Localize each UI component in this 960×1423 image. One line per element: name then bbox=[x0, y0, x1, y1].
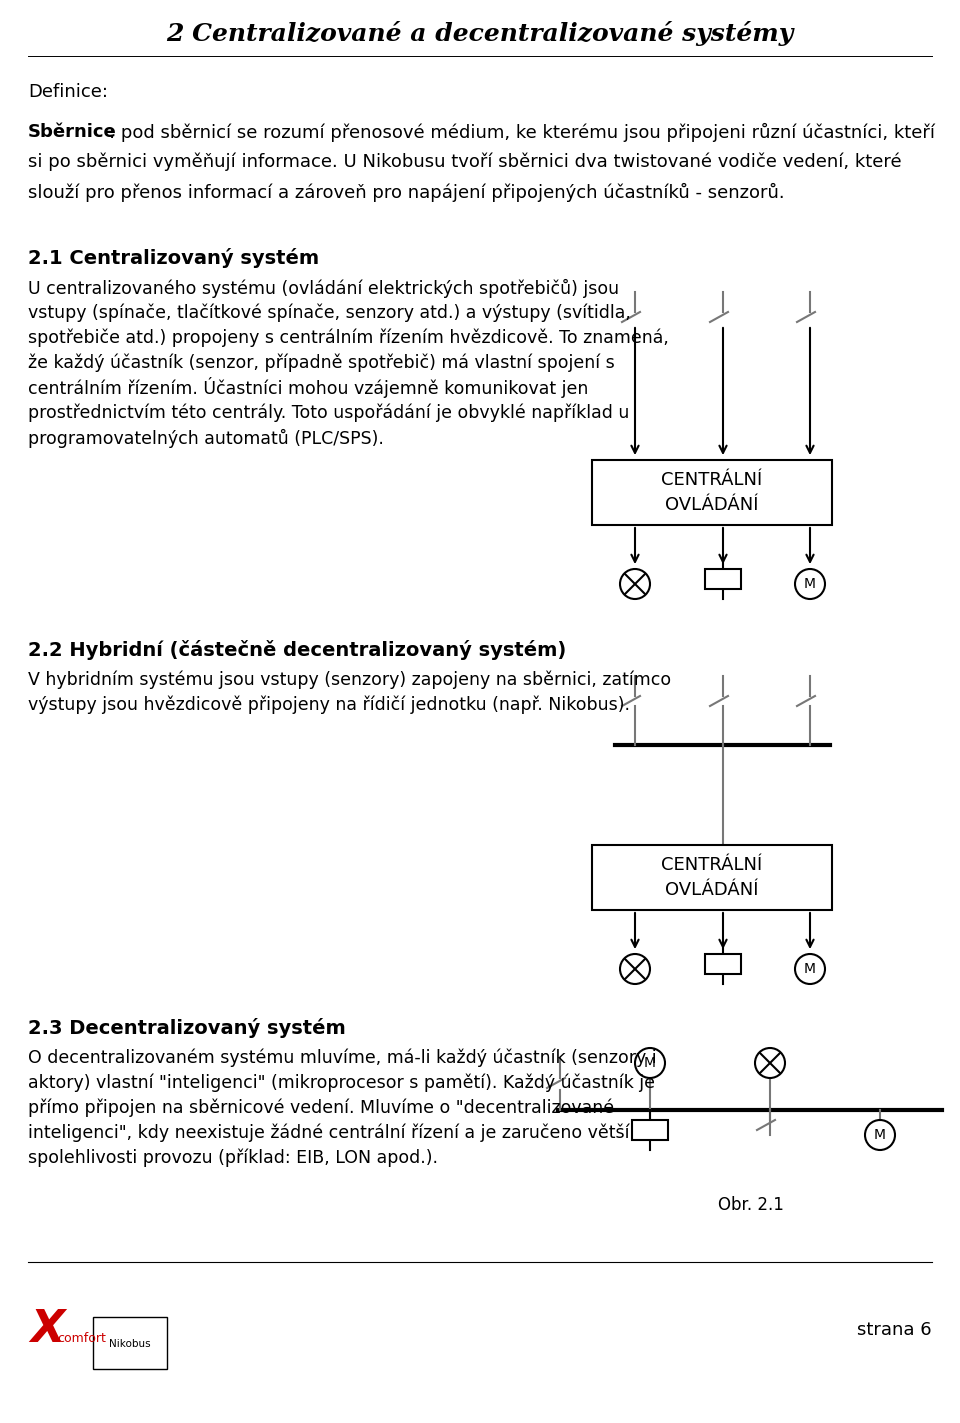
Text: přímo připojen na sběrnicové vedení. Mluvíme o "decentralizované: přímo připojen na sběrnicové vedení. Mlu… bbox=[28, 1099, 614, 1117]
Text: programovatelných automatů (PLC/SPS).: programovatelných automatů (PLC/SPS). bbox=[28, 428, 384, 448]
Text: spolehlivosti provozu (příklad: EIB, LON apod.).: spolehlivosti provozu (příklad: EIB, LON… bbox=[28, 1148, 438, 1167]
Bar bbox=[632, 1120, 668, 1140]
Text: Obr. 2.1: Obr. 2.1 bbox=[718, 1195, 784, 1214]
Text: U centralizovaného systému (ovládání elektrických spotřebičů) jsou: U centralizovaného systému (ovládání ele… bbox=[28, 279, 619, 297]
Text: M: M bbox=[804, 576, 816, 591]
Bar bbox=[705, 569, 741, 589]
Text: si po sběrnici vyměňují informace. U Nikobusu tvoří sběrnici dva twistované vodi: si po sběrnici vyměňují informace. U Nik… bbox=[28, 152, 901, 171]
Text: M: M bbox=[804, 962, 816, 976]
Text: strana 6: strana 6 bbox=[857, 1321, 932, 1339]
Bar bbox=[705, 953, 741, 973]
Text: inteligenci", kdy neexistuje žádné centrální řízení a je zaručeno větší: inteligenci", kdy neexistuje žádné centr… bbox=[28, 1124, 630, 1143]
Text: centrálním řízením. Účastníci mohou vzájemně komunikovat jen: centrálním řízením. Účastníci mohou vzáj… bbox=[28, 377, 588, 398]
Text: V hybridním systému jsou vstupy (senzory) zapojeny na sběrnici, zatímco: V hybridním systému jsou vstupy (senzory… bbox=[28, 670, 671, 689]
Text: M: M bbox=[644, 1056, 656, 1070]
Text: aktory) vlastní "inteligenci" (mikroprocesor s pamětí). Každý účastník je: aktory) vlastní "inteligenci" (mikroproc… bbox=[28, 1074, 655, 1093]
Text: prostřednictvím této centrály. Toto uspořádání je obvyklé například u: prostřednictvím této centrály. Toto uspo… bbox=[28, 404, 630, 423]
Text: vstupy (spínače, tlačítkové spínače, senzory atd.) a výstupy (svítidla,: vstupy (spínače, tlačítkové spínače, sen… bbox=[28, 303, 631, 322]
Text: Nikobus: Nikobus bbox=[109, 1339, 151, 1349]
Text: 2.1 Centralizovaný systém: 2.1 Centralizovaný systém bbox=[28, 248, 319, 268]
Text: CENTRÁLNÍ
OVLÁDÁNÍ: CENTRÁLNÍ OVLÁDÁNÍ bbox=[661, 471, 762, 514]
Text: : pod sběrnicí se rozumí přenosové médium, ke kterému jsou připojeni různí účast: : pod sběrnicí se rozumí přenosové médiu… bbox=[109, 122, 935, 141]
Text: CENTRÁLNÍ
OVLÁDÁNÍ: CENTRÁLNÍ OVLÁDÁNÍ bbox=[661, 857, 762, 899]
Text: 2.2 Hybridní (částečně decentralizovaný systém): 2.2 Hybridní (částečně decentralizovaný … bbox=[28, 640, 566, 660]
Text: O decentralizovaném systému mluvíme, má-li každý účastník (senzory i: O decentralizovaném systému mluvíme, má-… bbox=[28, 1049, 657, 1067]
Text: výstupy jsou hvězdicově připojeny na řídičí jednotku (např. Nikobus).: výstupy jsou hvězdicově připojeny na říd… bbox=[28, 696, 630, 714]
Text: M: M bbox=[874, 1128, 886, 1143]
FancyBboxPatch shape bbox=[592, 845, 832, 909]
Text: X: X bbox=[30, 1309, 64, 1352]
Text: Sběrnice: Sběrnice bbox=[28, 122, 117, 141]
FancyBboxPatch shape bbox=[93, 1318, 167, 1369]
Text: spotřebiče atd.) propojeny s centrálním řízením hvězdicově. To znamená,: spotřebiče atd.) propojeny s centrálním … bbox=[28, 329, 669, 347]
Text: 2 Centralizované a decentralizované systémy: 2 Centralizované a decentralizované syst… bbox=[166, 21, 794, 47]
Text: 2.3 Decentralizovaný systém: 2.3 Decentralizovaný systém bbox=[28, 1017, 346, 1037]
Text: že každý účastník (senzor, případně spotřebič) má vlastní spojení s: že každý účastník (senzor, případně spot… bbox=[28, 354, 614, 373]
Text: slouží pro přenos informací a zároveň pro napájení připojených účastníků - senzo: slouží pro přenos informací a zároveň pr… bbox=[28, 182, 784, 202]
FancyBboxPatch shape bbox=[592, 460, 832, 525]
Text: Definice:: Definice: bbox=[28, 83, 108, 101]
Text: comfort: comfort bbox=[57, 1332, 106, 1345]
